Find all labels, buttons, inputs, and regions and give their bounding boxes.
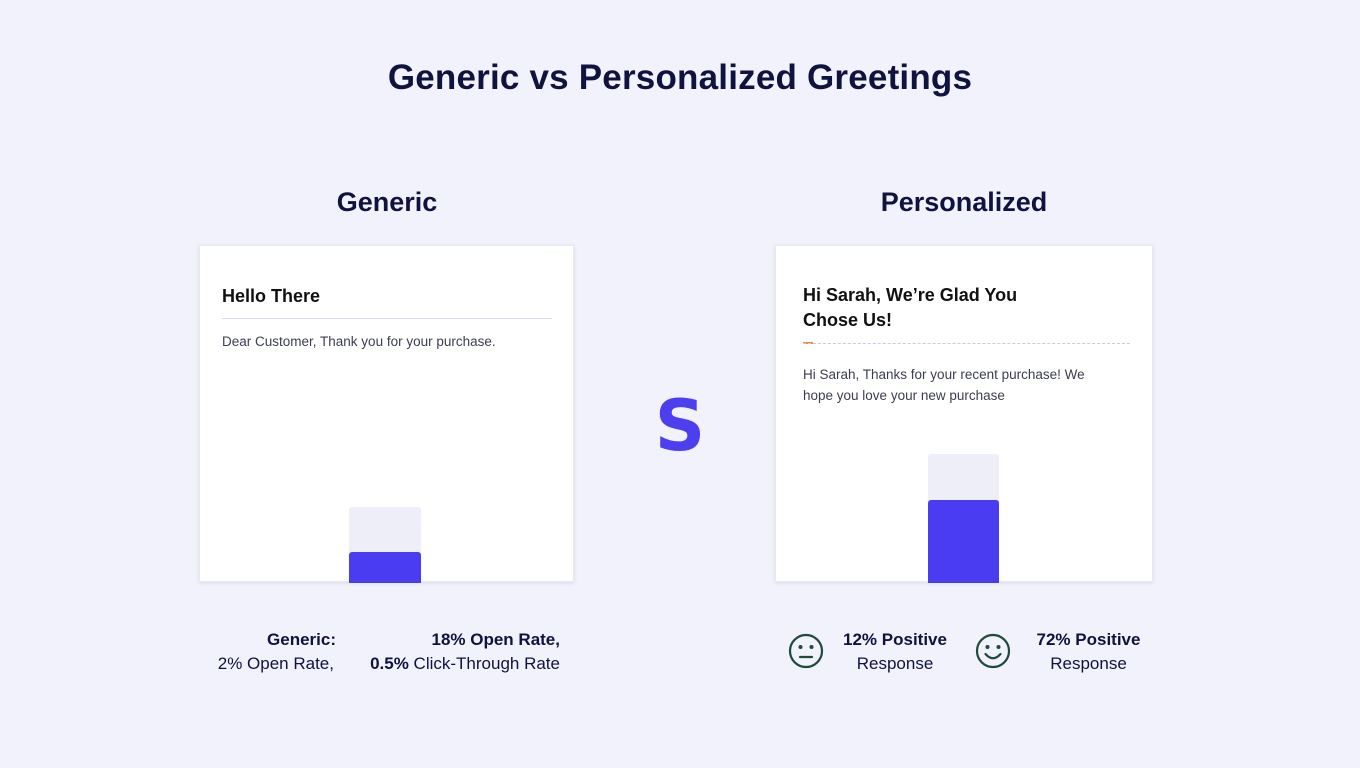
generic-bar-track bbox=[349, 507, 421, 583]
low-response-value: 12% Positive bbox=[843, 630, 947, 649]
personalized-stat: 18% Open Rate, 0.5% Click-Through Rate bbox=[360, 628, 560, 676]
smiley-face-icon bbox=[975, 633, 1011, 669]
personalized-card-heading: Hi Sarah, We’re Glad You Chose Us! bbox=[803, 285, 1018, 330]
generic-card-divider bbox=[222, 318, 552, 319]
personalized-stat-open-rate: 18% Open Rate, bbox=[431, 630, 561, 649]
low-positive-response: 12% Positive Response bbox=[830, 628, 960, 676]
high-response-value: 72% Positive bbox=[1036, 630, 1141, 649]
generic-card-heading: Hello There bbox=[222, 286, 321, 306]
personalized-stat-ctr-label: Click-Through Rate bbox=[413, 654, 560, 673]
personalized-column-title: Personalized bbox=[880, 187, 1048, 217]
neutral-face-icon bbox=[788, 633, 824, 669]
generic-email-card: Hello There Dear Customer, Thank you for… bbox=[199, 245, 574, 583]
personalized-stat-ctr-value: 0.5% bbox=[370, 654, 409, 673]
personalized-bar-fill bbox=[928, 500, 999, 583]
personalized-card-body: Hi Sarah, Thanks for your recent purchas… bbox=[803, 367, 1085, 403]
generic-stat: Generic: 2% Open Rate, bbox=[200, 628, 336, 676]
generic-stat-label: Generic: bbox=[267, 630, 336, 649]
high-positive-response: 72% Positive Response bbox=[1030, 628, 1147, 676]
generic-bar-fill bbox=[349, 551, 421, 583]
personalized-email-card: Hi Sarah, We’re Glad You Chose Us! Hi Sa… bbox=[775, 245, 1153, 583]
high-response-label: Response bbox=[1050, 654, 1127, 673]
generic-column-title: Generic bbox=[336, 187, 438, 217]
personalized-card-divider bbox=[803, 343, 1130, 344]
generic-card-body: Dear Customer, Thank you for your purcha… bbox=[222, 334, 496, 349]
s-logo-icon: S bbox=[654, 385, 706, 467]
page-title: Generic vs Personalized Greetings bbox=[387, 58, 973, 97]
generic-stat-value: 2% Open Rate, bbox=[217, 654, 334, 673]
low-response-label: Response bbox=[856, 654, 934, 673]
personalized-bar-track bbox=[928, 454, 999, 583]
